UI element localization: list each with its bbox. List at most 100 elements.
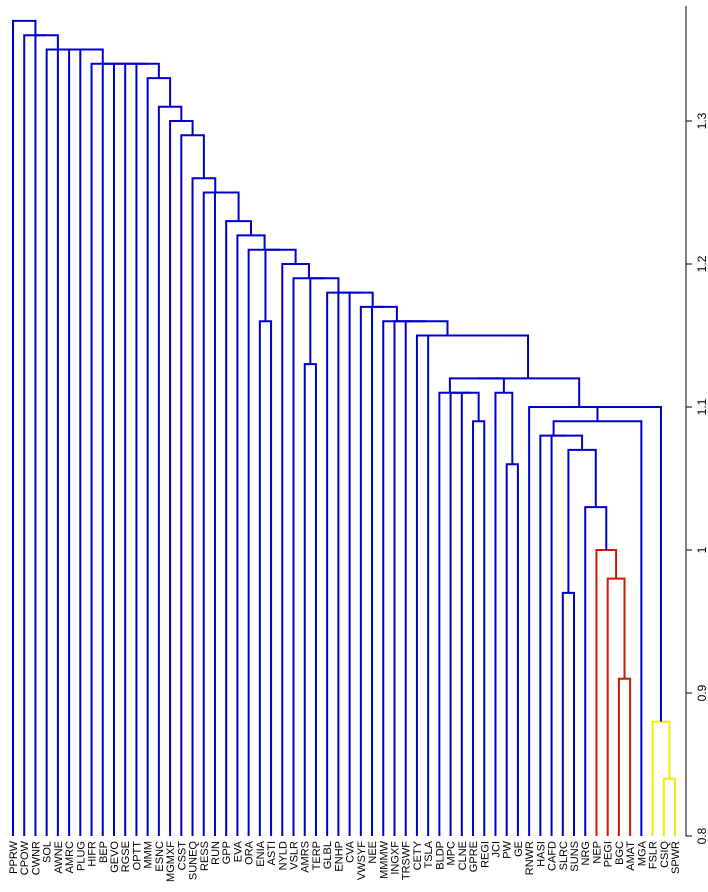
leaf-label: BEP — [98, 841, 110, 863]
leaf-labels: PPRW CPOW CWNR SOL AWNE AMRC PLUG HIFR BEP GEVO RG… — [8, 840, 682, 882]
leaf-label: NYLD — [277, 841, 289, 870]
dendrogram-branch — [606, 577, 626, 836]
leaf-label: EVA — [232, 840, 244, 862]
dendrogram-branch — [460, 391, 480, 836]
dendrogram-branch — [12, 19, 37, 836]
dendrogram-branch — [309, 277, 340, 365]
leaf-label: CSST — [176, 841, 188, 871]
leaf-label: SLRC — [558, 841, 570, 870]
leaf-label: GE — [513, 841, 525, 857]
leaf-label: PW — [502, 840, 514, 858]
leaf-label: AWNE — [53, 841, 65, 874]
axis-tick-label: 1.2 — [695, 255, 708, 272]
axis-tick-label: 1 — [695, 546, 708, 553]
leaf-label: HIFR — [87, 841, 99, 867]
leaf-label: PLUG — [75, 841, 87, 871]
dendrogram-branch — [382, 320, 411, 836]
axis-tick-label: 0.9 — [695, 684, 708, 701]
leaf-label: CSIQ — [659, 841, 671, 868]
leaf-label: CETY — [412, 840, 424, 870]
leaf-label: CAFD — [547, 841, 559, 871]
leaf-label: JCI — [490, 841, 502, 858]
leaf-label: GPP — [221, 841, 233, 864]
leaf-label: SPWR — [670, 841, 682, 874]
dendrogram-branch — [247, 248, 281, 836]
leaf-label: INGXF — [389, 841, 401, 875]
leaf-label: NEE — [367, 841, 379, 864]
leaf-label: PPRW — [8, 840, 20, 873]
leaf-label: FSLR — [648, 841, 660, 869]
leaf-label: TRSWF — [401, 841, 413, 880]
leaf-label: BGC — [614, 841, 626, 865]
leaf-label: GEVO — [109, 841, 121, 873]
leaf-label: GLBL — [322, 841, 334, 869]
dendrogram-branch — [449, 391, 471, 836]
leaf-label: CPOW — [19, 840, 31, 875]
leaf-label: ENIA — [255, 840, 267, 866]
leaf-label: NEP — [591, 841, 603, 864]
leaf-label: OPTT — [131, 841, 143, 871]
leaf-label: ENHP — [333, 841, 345, 872]
dendrogram-branch — [225, 220, 252, 836]
dendrogram-branch — [567, 448, 597, 593]
leaf-label: RGSE — [120, 841, 132, 872]
leaf-label: TSLA — [423, 840, 435, 868]
leaf-label: CWNR — [30, 841, 42, 875]
leaf-label: ESNC — [154, 841, 166, 872]
leaf-label: BLDP — [434, 841, 446, 870]
leaf-label: TERP — [311, 841, 323, 870]
dendrogram-branch — [393, 320, 427, 836]
axis-tick-label: 1.1 — [695, 398, 708, 415]
dendrogram-branch — [258, 320, 273, 836]
height-axis: 0.8 0.9 1 1.1 1.2 1.3 — [685, 6, 708, 844]
leaf-label: MGMXF — [165, 841, 177, 882]
dendrogram-branch — [292, 277, 325, 836]
dendrogram-branch — [552, 420, 643, 836]
dendrogram-branch — [472, 420, 486, 836]
dendrogram-branch — [202, 191, 227, 836]
leaf-label: MMM — [143, 841, 155, 869]
dendrogram-branch — [528, 406, 630, 836]
leaf-label: SOL — [42, 841, 54, 863]
leaf-label: VWSYF — [356, 841, 368, 880]
dendrogram-branch — [539, 434, 567, 836]
dendrogram-branch — [448, 377, 505, 393]
leaf-label: MMMW — [378, 840, 390, 878]
dendrogram-branch — [404, 320, 449, 836]
leaf-label: PEGI — [603, 841, 615, 867]
dendrogram-branch — [348, 291, 374, 836]
leaf-label: MPC — [446, 841, 458, 866]
leaf-label: SUNEQ — [188, 841, 200, 881]
dendrogram-branch — [371, 305, 398, 836]
dendrogram-branch — [326, 291, 350, 836]
leaf-label: VSLR — [289, 841, 301, 870]
leaf-label: SUNS — [569, 841, 581, 872]
leaf-label: ASTI — [266, 841, 278, 865]
leaf-label: MGA — [636, 840, 648, 866]
axis-tick-label: 1.3 — [695, 112, 708, 129]
dendrogram-branch — [90, 62, 114, 836]
leaf-label: RESS — [199, 841, 211, 871]
dendrogram-branch — [561, 591, 576, 836]
leaf-label: CVA — [345, 840, 357, 862]
leaf-label: REGI — [479, 841, 491, 868]
dendrogram-branch — [264, 248, 297, 322]
leaf-label: ORA — [244, 840, 256, 865]
leaf-label: GPRE — [468, 841, 480, 872]
dendrogram-branch — [505, 463, 519, 836]
dendrogram-branch — [23, 34, 47, 836]
dendrogram-branch — [550, 434, 584, 836]
leaf-label: AMRC — [64, 841, 76, 873]
leaf-label: HASI — [535, 841, 547, 867]
dendrogram-branch — [617, 677, 632, 836]
axis-tick-label: 0.8 — [695, 827, 708, 844]
dendrogram-branch — [415, 334, 479, 836]
dendrogram-branch — [45, 48, 70, 836]
leaf-label: CLNE — [457, 841, 469, 870]
dendrogram-branch — [662, 777, 676, 836]
dendrogram-branch — [438, 391, 461, 836]
dendrogram-branch — [476, 377, 581, 407]
leaf-label: AMRS — [300, 841, 312, 873]
leaf-label: NRG — [580, 841, 592, 865]
